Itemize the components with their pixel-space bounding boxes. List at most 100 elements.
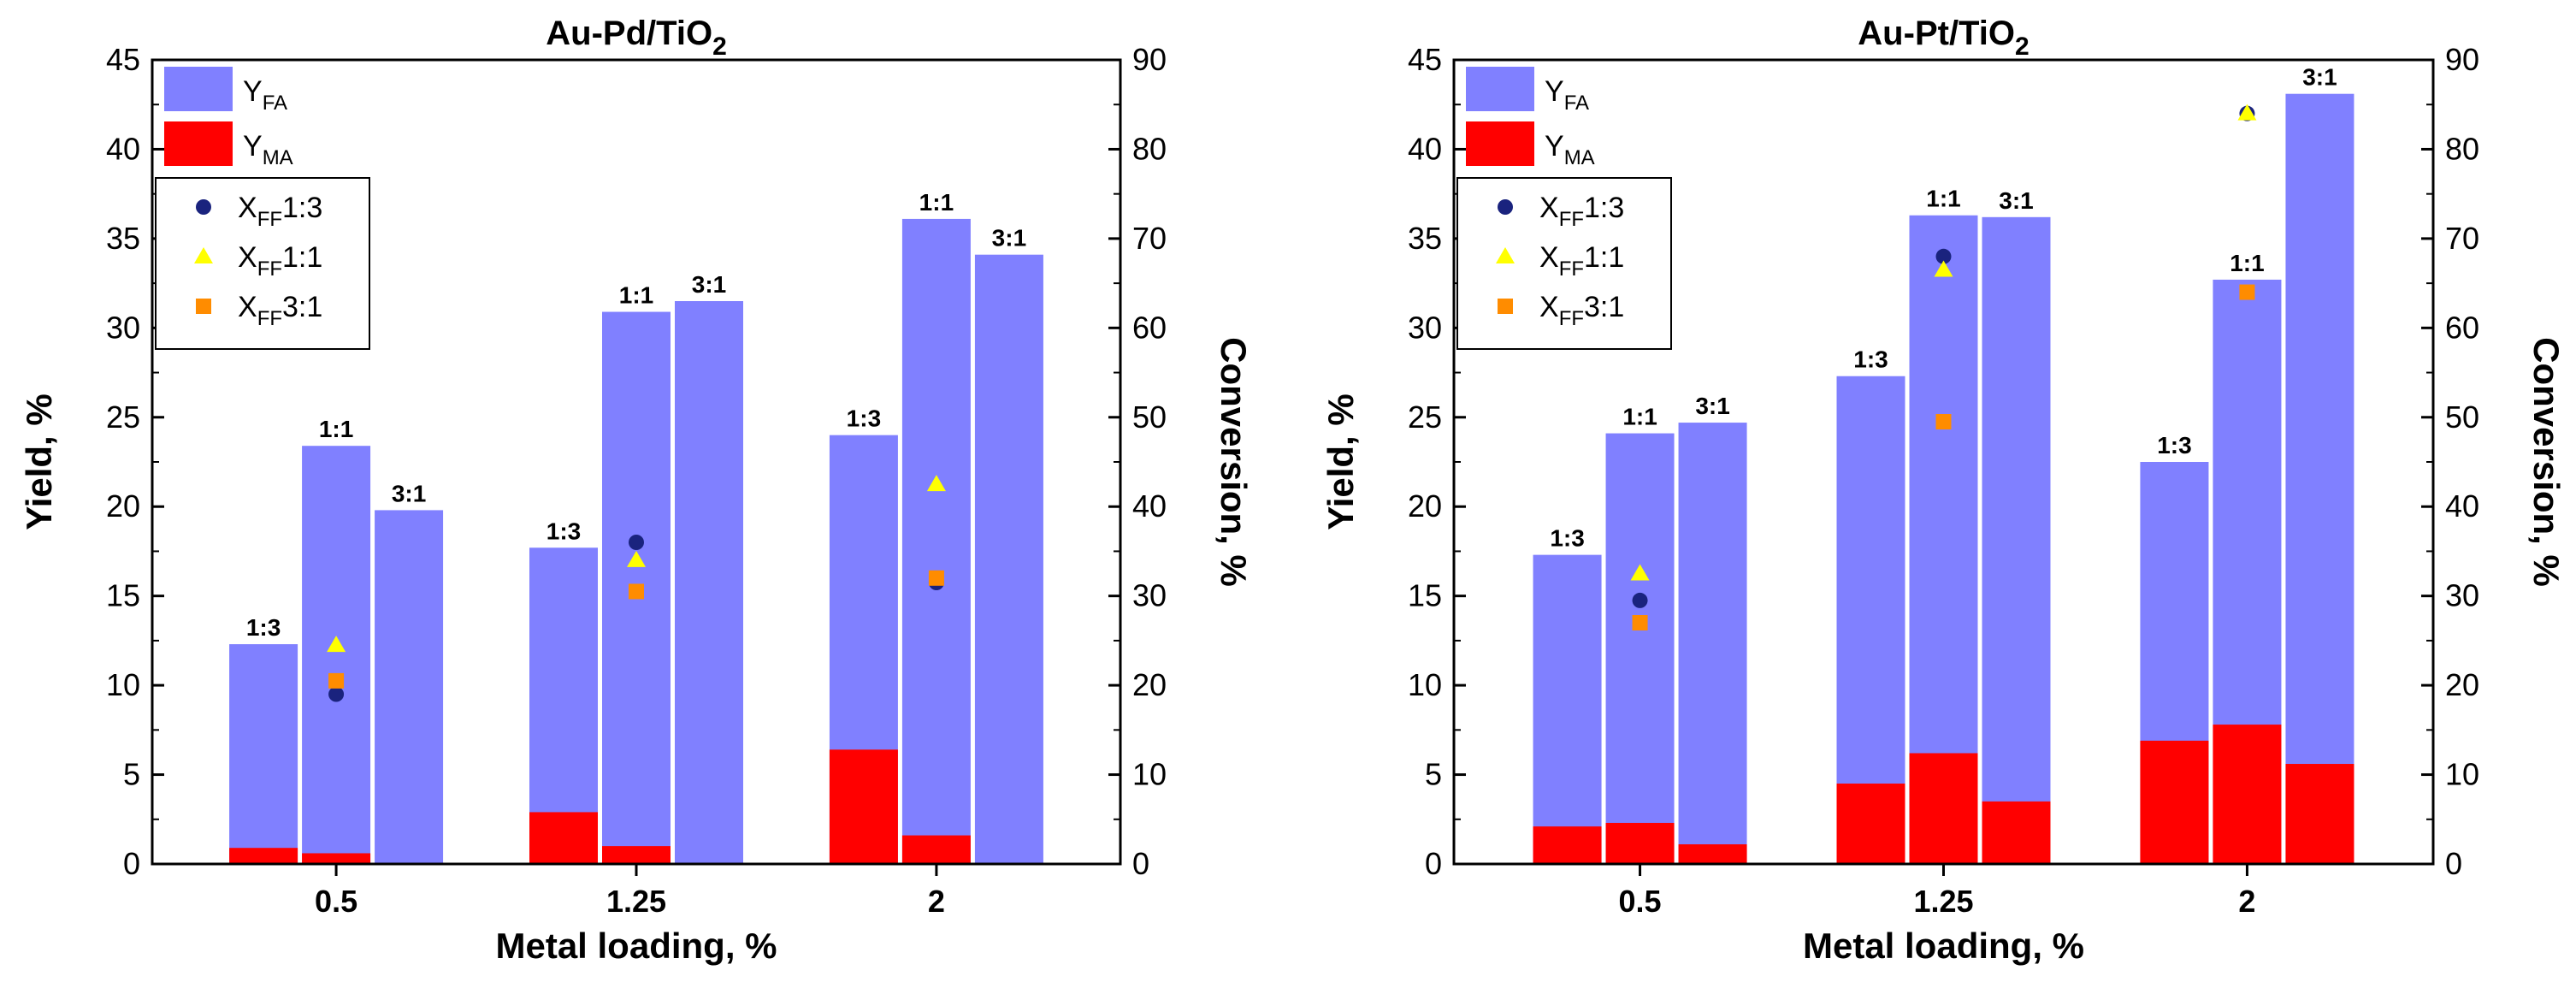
conversion-point (928, 570, 944, 586)
y2-axis-label: Conversion, % (2526, 337, 2567, 587)
legend-marker-circle (1498, 199, 1513, 215)
legend-label-conversion-sub: FF (1559, 257, 1584, 281)
chart-title-main: Au-Pd/TiO (546, 15, 712, 52)
y2-tick-label: 90 (2445, 42, 2479, 77)
conversion-point (629, 583, 644, 600)
y-tick-label: 0 (123, 846, 140, 881)
y-axis-label: Yield, % (1320, 393, 1361, 530)
legend-yield: YFA YMA (1466, 67, 1595, 169)
bar-yma (302, 853, 371, 864)
legend-label-conversion-tail: 3:1 (282, 291, 322, 323)
conversion-point (1935, 248, 1952, 264)
conversion-point (627, 550, 646, 567)
y-tick-label: 45 (1408, 42, 1442, 77)
chart-title-sub: 2 (712, 33, 727, 61)
bar-ratio-label: 1:1 (1622, 404, 1657, 430)
conversion-point (1934, 260, 1953, 277)
x-tick-label: 2 (2238, 884, 2255, 919)
legend-marker-triangle (1496, 247, 1515, 263)
y2-axis-label: Conversion, % (1214, 337, 1254, 587)
x-tick-label: 1.25 (606, 884, 666, 919)
bar-yma (602, 846, 671, 864)
bar-ratio-label: 1:3 (1853, 346, 1888, 373)
bar-yma (1678, 844, 1747, 864)
legend-label-conversion: XFF1:3 (238, 192, 322, 231)
bar-yfa (529, 547, 598, 864)
y-tick-label: 25 (1408, 399, 1442, 435)
y2-tick-label: 10 (1132, 757, 1167, 792)
legend-label-conversion-main: X (1539, 291, 1559, 323)
y2-tick-label: 40 (2445, 488, 2479, 524)
y-tick-label: 10 (106, 667, 140, 702)
legend-label-conversion: XFF1:1 (1539, 241, 1624, 281)
y-tick-label: 40 (1408, 131, 1442, 166)
y2-tick-label: 60 (1132, 310, 1167, 345)
y-tick-label: 15 (106, 578, 140, 613)
legend-label-conversion-tail: 3:1 (1584, 291, 1624, 323)
legend-label-conversion-main: X (1539, 241, 1559, 274)
legend-label-conversion: XFF1:1 (238, 241, 322, 281)
legend-conversion-box (155, 177, 370, 350)
bar-ratio-label: 1:3 (2157, 432, 2191, 459)
bar-yfa (375, 510, 444, 864)
legend-label-conversion: XFF3:1 (238, 291, 322, 330)
bar-ratio-label: 1:3 (1550, 525, 1584, 552)
y-tick-label: 30 (106, 310, 140, 345)
legend-label-conversion-sub: FF (257, 307, 282, 330)
conversion-point (926, 475, 946, 492)
bar-ratio-label: 1:3 (847, 405, 881, 432)
bar-yfa (901, 218, 971, 864)
x-tick-label: 0.5 (315, 884, 357, 919)
bar-yma (1533, 826, 1602, 864)
bar-ratio-label: 3:1 (1695, 393, 1729, 419)
y2-tick-label: 60 (2445, 310, 2479, 345)
legend-label-yma-main: Y (1545, 130, 1564, 163)
y-tick-label: 25 (106, 399, 140, 435)
y-tick-label: 45 (106, 42, 140, 77)
legend-label-yma-main: Y (243, 130, 263, 163)
legend-label-conversion-sub: FF (257, 208, 282, 231)
bar-yma (901, 835, 971, 864)
bar-yma (1836, 784, 1905, 864)
bar-ratio-label: 1:1 (319, 416, 353, 442)
chart-title: Au-Pd/TiO2 (546, 15, 727, 61)
bar-yfa (2285, 93, 2354, 864)
legend-swatch-yfa (164, 67, 233, 111)
legend-label-yfa: YFA (243, 75, 287, 115)
conversion-point (1632, 592, 1648, 608)
legend-label-conversion-main: X (238, 192, 257, 224)
conversion-point (1935, 414, 1952, 429)
bar-yma (1982, 801, 2051, 864)
x-tick-label: 0.5 (1619, 884, 1662, 919)
legend-label-yma-sub: MA (1564, 146, 1595, 169)
legend-label-conversion: XFF1:3 (1539, 192, 1624, 231)
conversion-point (2239, 284, 2255, 300)
bar-ratio-label: 1:1 (1926, 186, 1960, 212)
bar-yma (1909, 753, 1978, 864)
bar-yma (2140, 740, 2209, 864)
bar-yfa (1678, 423, 1747, 864)
legend-label-yfa-sub: FA (1564, 92, 1589, 115)
bar-ratio-label: 3:1 (992, 225, 1026, 251)
bar-ratio-label: 3:1 (1999, 187, 2033, 214)
conversion-point (328, 672, 345, 689)
conversion-point (1630, 564, 1650, 581)
conversion-point (327, 636, 346, 653)
legend-label-conversion: XFF3:1 (1539, 291, 1624, 330)
y2-tick-label: 80 (1132, 131, 1167, 166)
conversion-point (328, 686, 345, 702)
legend-label-yma: YMA (1545, 130, 1595, 169)
y2-tick-label: 0 (1132, 846, 1149, 881)
legend-label-conversion-main: X (238, 241, 257, 274)
y-tick-label: 5 (123, 757, 140, 792)
conversion-point (2237, 104, 2257, 121)
legend-marker-triangle (194, 247, 213, 263)
legend-label-conversion-main: X (1539, 192, 1559, 224)
y-tick-label: 35 (1408, 221, 1442, 256)
bar-yma (2285, 764, 2354, 864)
